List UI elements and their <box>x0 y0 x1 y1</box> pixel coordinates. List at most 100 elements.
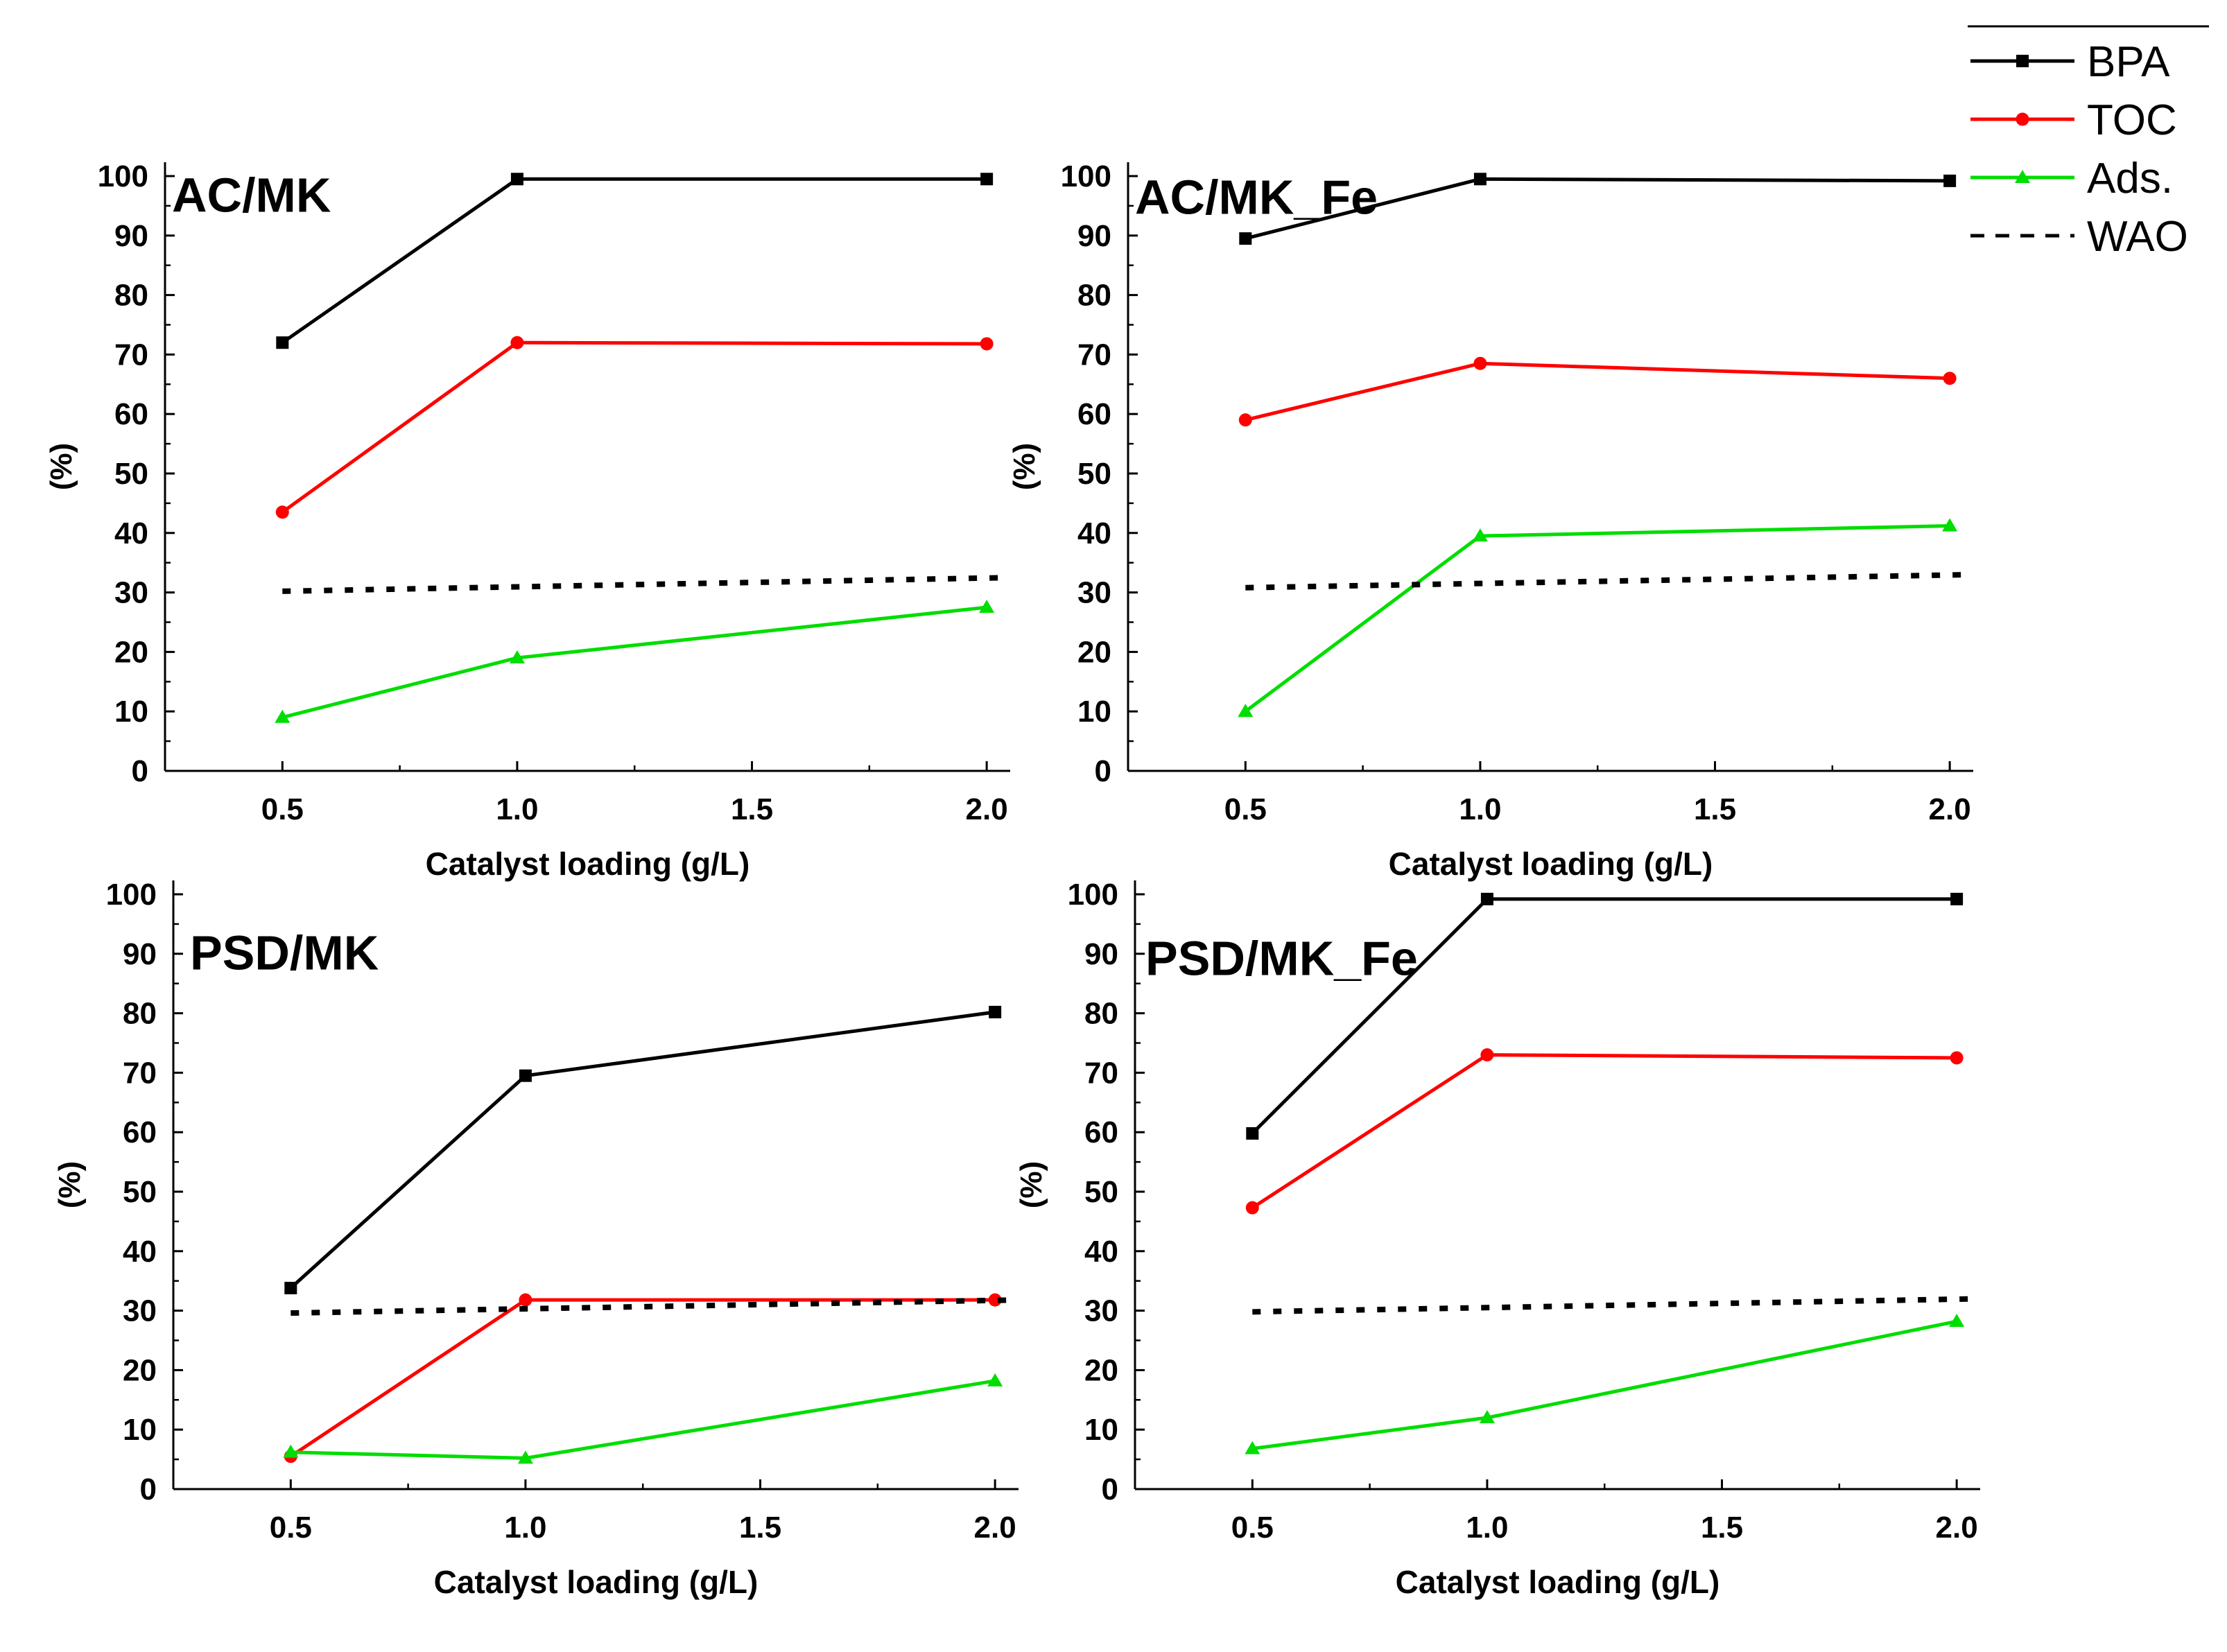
data-point-toc <box>1943 372 1957 385</box>
series-line-wao <box>1252 1296 1981 1315</box>
data-point-bpa <box>1246 1127 1259 1140</box>
y-tick-label: 10 <box>114 695 148 729</box>
y-tick-label: 70 <box>123 1056 157 1090</box>
y-tick-label: 50 <box>114 457 148 491</box>
data-point-ads <box>517 1450 533 1464</box>
y-tick-label: 90 <box>1084 937 1118 971</box>
legend-marker <box>2016 55 2029 67</box>
x-axis-title: Catalyst loading (g/L) <box>434 1564 759 1600</box>
legend-label: TOC <box>2087 96 2177 144</box>
data-point-toc <box>988 1293 1002 1307</box>
data-point-ads <box>1942 518 1958 532</box>
series-line-wao <box>291 1297 1019 1316</box>
y-tick-label: 100 <box>1061 159 1111 193</box>
x-tick-label: 0.5 <box>1224 792 1267 826</box>
data-point-toc <box>510 336 524 349</box>
series-wao <box>1252 1296 1981 1315</box>
y-tick-label: 60 <box>114 397 148 431</box>
data-point-bpa <box>989 1005 1002 1018</box>
series-line-wao <box>1245 571 1974 591</box>
panel-title: PSD/MK_Fe <box>1145 931 1418 985</box>
y-tick-label: 10 <box>1077 695 1111 729</box>
data-point-bpa <box>1480 892 1493 905</box>
y-tick-label: 0 <box>132 754 148 788</box>
y-tick-label: 70 <box>1077 338 1111 372</box>
data-point-ads <box>1245 1441 1260 1454</box>
y-tick-label: 50 <box>123 1175 157 1209</box>
y-tick-label: 60 <box>1077 397 1111 431</box>
panel-title: PSD/MK <box>190 925 379 980</box>
y-tick-label: 70 <box>1084 1056 1118 1090</box>
data-point-ads <box>275 709 291 723</box>
y-tick-label: 70 <box>114 338 148 372</box>
series-ads <box>1245 1314 1965 1454</box>
legend-label: WAO <box>2087 213 2188 261</box>
data-point-toc <box>1480 1048 1494 1062</box>
y-tick-label: 30 <box>1084 1294 1118 1328</box>
data-point-bpa <box>1950 892 1964 905</box>
panel-title: AC/MK_Fe <box>1135 170 1378 224</box>
x-tick-label: 0.5 <box>261 792 304 826</box>
x-axis-title: Catalyst loading (g/L) <box>426 846 750 882</box>
y-tick-label: 0 <box>1095 754 1111 788</box>
data-point-toc <box>1950 1051 1964 1065</box>
legend-label: Ads. <box>2087 155 2173 202</box>
y-tick-label: 40 <box>1084 1235 1118 1269</box>
data-point-ads <box>1238 704 1254 718</box>
data-point-bpa <box>1239 232 1252 245</box>
y-tick-label: 0 <box>1102 1472 1118 1506</box>
y-tick-label: 20 <box>114 635 148 669</box>
y-tick-label: 50 <box>1077 457 1111 491</box>
y-axis-title: (%) <box>1007 443 1041 490</box>
data-point-ads <box>987 1373 1003 1386</box>
series-wao <box>1245 571 1974 591</box>
x-tick-label: 1.0 <box>1466 1511 1508 1545</box>
panel-ac-mk: 0 10 20 30 40 50 60 70 80 90 100 0.5 1.0 1.5 2.0 Cataly… <box>44 159 1011 882</box>
x-tick-label: 1.0 <box>1459 792 1501 826</box>
data-point-ads <box>979 600 995 614</box>
data-point-ads <box>1479 1410 1495 1424</box>
y-tick-label: 80 <box>1084 997 1118 1031</box>
series-bpa <box>1246 892 1964 1140</box>
y-tick-label: 80 <box>1077 279 1111 313</box>
series-ads <box>283 1373 1003 1464</box>
panel-ac-mk-fe: 0 10 20 30 40 50 60 70 80 90 100 0.5 1.0 1.5 2.0 Cataly… <box>1007 159 1974 882</box>
series-wao <box>282 575 1011 594</box>
y-tick-label: 80 <box>123 997 157 1031</box>
y-tick-label: 0 <box>140 1472 157 1506</box>
data-point-bpa <box>284 1281 297 1294</box>
y-tick-label: 90 <box>123 937 157 971</box>
y-tick-label: 40 <box>123 1235 157 1269</box>
y-tick-label: 30 <box>1077 576 1111 610</box>
series-bpa <box>1239 173 1957 245</box>
series-toc <box>275 336 994 519</box>
series-ads <box>1238 518 1958 718</box>
x-tick-label: 2.0 <box>1936 1511 1978 1545</box>
data-point-bpa <box>519 1069 532 1082</box>
panel-title: AC/MK <box>172 168 331 222</box>
data-point-toc <box>980 337 994 351</box>
series-bpa <box>284 1005 1002 1294</box>
data-point-ads <box>283 1444 299 1458</box>
y-tick-label: 10 <box>123 1413 157 1447</box>
data-point-bpa <box>980 173 994 186</box>
series-toc <box>1238 356 1957 427</box>
x-tick-label: 2.0 <box>1929 792 1971 826</box>
y-tick-label: 40 <box>1077 516 1111 550</box>
data-point-ads <box>1472 528 1488 542</box>
y-tick-label: 100 <box>106 878 157 912</box>
x-tick-label: 2.0 <box>974 1511 1016 1545</box>
data-point-bpa <box>510 173 523 186</box>
series-ads <box>275 600 995 723</box>
data-point-ads <box>509 650 525 663</box>
y-tick-label: 40 <box>114 516 148 550</box>
series-wao <box>291 1297 1019 1316</box>
data-point-bpa <box>276 336 289 349</box>
y-tick-label: 100 <box>1068 878 1118 912</box>
legend-item-bpa: BPA <box>1970 38 2170 86</box>
data-point-toc <box>519 1293 532 1307</box>
y-tick-label: 30 <box>114 576 148 610</box>
x-axis-title: Catalyst loading (g/L) <box>1389 846 1713 882</box>
x-tick-label: 2.0 <box>966 792 1008 826</box>
